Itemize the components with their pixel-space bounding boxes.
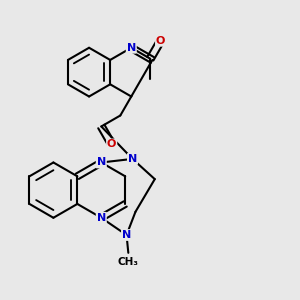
Text: N: N [97, 213, 106, 223]
Text: N: N [97, 158, 106, 167]
Text: CH₃: CH₃ [118, 257, 139, 267]
Text: N: N [127, 43, 136, 53]
Text: O: O [156, 36, 165, 46]
Text: N: N [128, 154, 137, 164]
Text: N: N [122, 230, 131, 240]
Text: O: O [107, 140, 116, 149]
